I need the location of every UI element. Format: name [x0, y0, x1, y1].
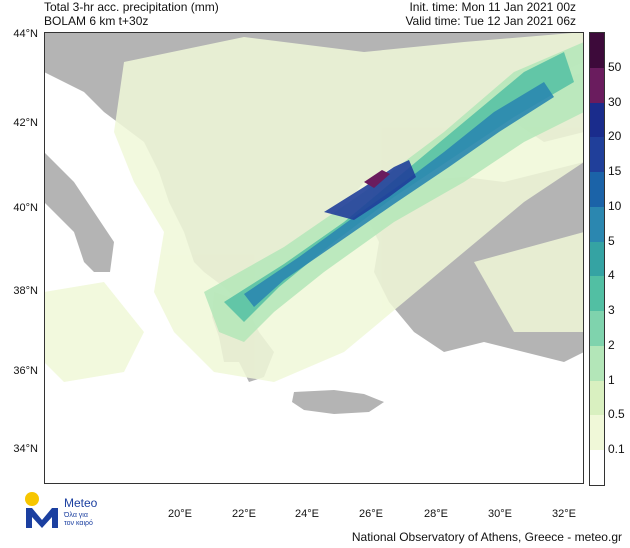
colorbar-segment [590, 172, 604, 207]
lon-label-22: 22°E [232, 508, 256, 520]
colorbar-label: 2 [608, 337, 615, 352]
logo-name: Meteo [64, 496, 98, 510]
logo-tagline-1: Όλα για [63, 512, 88, 519]
colorbar [589, 32, 605, 486]
lon-label-24: 24°E [295, 508, 319, 520]
lat-label-34: 34°N [13, 443, 38, 455]
title-line-2: BOLAM 6 km t+30z [44, 14, 149, 28]
colorbar-label: 0.1 [608, 442, 625, 457]
valid-time: Valid time: Tue 12 Jan 2021 06z [405, 14, 576, 28]
colorbar-segment [590, 276, 604, 312]
precip-5 [244, 82, 554, 307]
footer-credit: National Observatory of Athens, Greece -… [351, 530, 622, 544]
colorbar-segment [590, 311, 604, 346]
colorbar-segment [590, 137, 604, 173]
colorbar-segment [590, 345, 604, 381]
colorbar-segment [590, 380, 604, 416]
precip-30 [364, 170, 390, 188]
colorbar-segment [590, 67, 604, 103]
lat-label-40: 40°N [13, 202, 38, 214]
title-line-1: Total 3-hr acc. precipitation (mm) [44, 0, 219, 14]
colorbar-segment [590, 33, 604, 68]
colorbar-label: 5 [608, 233, 615, 248]
colorbar-label: 15 [608, 164, 622, 179]
precipitation-map [44, 32, 584, 484]
lon-label-28: 28°E [424, 508, 448, 520]
logo-tagline-2: τον καιρό [64, 519, 93, 527]
colorbar-label: 10 [608, 198, 622, 213]
init-time: Init. time: Mon 11 Jan 2021 00z [409, 0, 576, 14]
colorbar-segment [590, 450, 604, 485]
colorbar-segment [590, 241, 604, 277]
colorbar-label: 30 [608, 94, 622, 109]
colorbar-label: 4 [608, 268, 615, 283]
map-title: Total 3-hr acc. precipitation (mm) BOLAM… [44, 0, 219, 28]
colorbar-segment [590, 206, 604, 242]
colorbar-label: 50 [608, 59, 622, 74]
sun-icon [25, 492, 39, 506]
colorbar-label: 1 [608, 372, 615, 387]
lon-label-30: 30°E [488, 508, 512, 520]
land-italy [44, 152, 114, 272]
axis-frame [44, 32, 584, 484]
colorbar-label: 0.5 [608, 407, 625, 422]
colorbar-label: 20 [608, 129, 622, 144]
meteo-logo: Meteo Όλα για τον καιρό [25, 492, 98, 528]
lon-label-32: 32°E [552, 508, 576, 520]
colorbar-segment [590, 415, 604, 451]
precip-15 [324, 160, 416, 220]
lon-label-26: 26°E [359, 508, 383, 520]
lat-label-36: 36°N [13, 365, 38, 377]
lon-label-20: 20°E [168, 508, 192, 520]
colorbar-segment [590, 102, 604, 138]
m-logo-icon [26, 508, 58, 528]
colorbar-label: 3 [608, 303, 615, 318]
lat-label-42: 42°N [13, 117, 38, 129]
lat-label-44: 44°N [13, 28, 38, 40]
land-crete [292, 390, 384, 414]
lat-label-38: 38°N [13, 285, 38, 297]
time-info: Init. time: Mon 11 Jan 2021 00z Valid ti… [405, 0, 576, 28]
